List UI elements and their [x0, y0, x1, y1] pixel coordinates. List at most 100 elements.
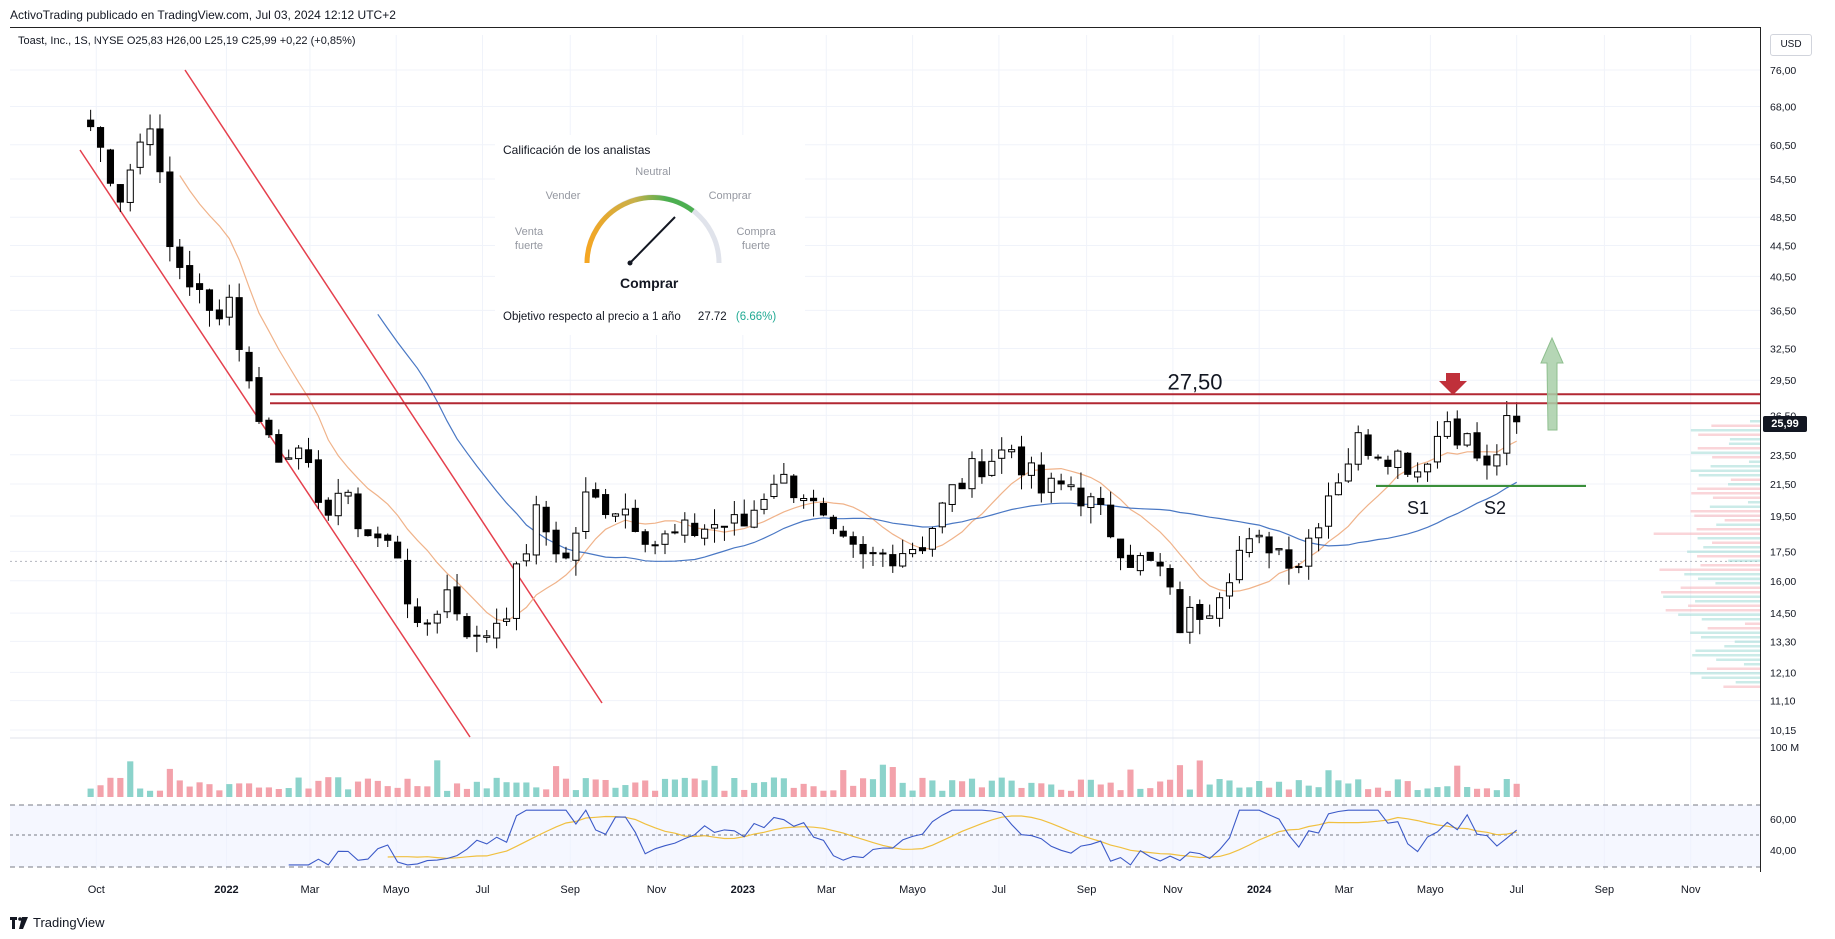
candle — [304, 437, 313, 468]
candle — [710, 509, 719, 543]
volume-profile-bar — [1700, 636, 1760, 639]
candle — [839, 525, 847, 538]
candle — [631, 499, 639, 533]
candle — [978, 449, 986, 484]
candle — [1364, 429, 1372, 460]
rsi-ma-line — [387, 815, 1517, 859]
volume-bar — [1226, 780, 1233, 797]
last-price-tag: 25,99 — [1763, 416, 1807, 432]
candle-body — [1493, 454, 1501, 467]
volume-bar — [1166, 779, 1174, 797]
volume-profile-bar — [1688, 604, 1760, 607]
candle — [889, 544, 897, 573]
candle — [602, 488, 610, 519]
tradingview-logo[interactable]: TradingView — [10, 915, 105, 930]
candle-body — [304, 449, 313, 464]
label-neutral: Neutral — [635, 166, 671, 178]
candle-body — [809, 497, 818, 502]
candle-body — [1453, 418, 1461, 446]
volume-profile-bar — [1661, 591, 1760, 594]
volume-bar — [1374, 787, 1382, 797]
volume-bar — [701, 780, 708, 797]
candle — [423, 619, 431, 636]
candle — [592, 482, 600, 499]
candle — [394, 535, 402, 559]
candle-body — [1176, 589, 1184, 634]
candle-body — [275, 434, 283, 463]
candle-body — [1087, 496, 1095, 509]
volume-profile-bar — [1729, 438, 1760, 441]
volume-bar — [493, 777, 500, 797]
volume-bar — [959, 781, 966, 797]
rsi-line — [288, 809, 1518, 866]
candle — [1295, 563, 1303, 574]
volume-bar — [1107, 782, 1114, 797]
candle-body — [958, 482, 966, 490]
candle-body — [354, 493, 362, 530]
candle — [1463, 432, 1471, 448]
volume-profile-bar — [1711, 424, 1760, 427]
candle-body — [1017, 446, 1026, 476]
volume-bar — [681, 777, 688, 797]
x-tick-label: 2024 — [1247, 884, 1272, 896]
currency-button[interactable]: USD — [1770, 34, 1812, 56]
y-tick-label: 21,50 — [1770, 479, 1796, 491]
candle — [136, 133, 144, 175]
price-target-label: Objetivo respecto al precio a 1 año — [503, 311, 681, 323]
x-tick-label: 2023 — [731, 884, 755, 896]
candle-body — [691, 522, 699, 536]
volume-bar — [543, 789, 550, 797]
y-tick-label: 76,00 — [1770, 65, 1796, 77]
candles — [87, 109, 1521, 653]
candle — [1037, 452, 1045, 503]
candle — [1047, 472, 1055, 503]
candle — [285, 449, 293, 460]
candle — [1176, 581, 1184, 634]
candle — [1107, 491, 1115, 539]
volume-profile-bar — [1663, 595, 1760, 598]
candle-body — [423, 622, 431, 625]
candle — [1315, 523, 1323, 552]
y-tick-label: 14,50 — [1770, 608, 1796, 620]
candle-body — [572, 532, 580, 561]
volume-bar — [1295, 780, 1302, 797]
candle — [324, 497, 332, 521]
volume-bar — [1127, 769, 1134, 797]
volume-bar — [1137, 788, 1144, 797]
candle — [96, 126, 105, 163]
candle-body — [186, 265, 194, 288]
volume-profile-bar — [1659, 568, 1760, 571]
candle-body — [463, 616, 471, 638]
candle-body — [96, 127, 105, 148]
candle — [344, 489, 352, 505]
y-tick-label: 29,50 — [1770, 375, 1796, 387]
x-tick-label: Sep — [1595, 884, 1615, 896]
candle — [740, 499, 748, 527]
volume-bar — [265, 787, 272, 797]
candle-body — [255, 377, 263, 422]
volume-profile-bar — [1728, 442, 1760, 445]
x-tick-label: Mar — [817, 884, 836, 896]
volume-bars: 100 M — [10, 737, 1799, 797]
candle — [166, 156, 174, 262]
candle-body — [146, 128, 154, 146]
candle — [1245, 527, 1253, 558]
candle — [750, 500, 758, 529]
volume-bar — [790, 787, 797, 797]
volume-profile-bar — [1728, 483, 1760, 486]
candle — [205, 288, 214, 327]
volume-bar — [166, 768, 173, 797]
candle-body — [87, 119, 95, 128]
candle-body — [1225, 582, 1234, 597]
volume-bar — [137, 788, 144, 797]
candle-body — [621, 508, 629, 516]
volume-bar — [711, 765, 718, 797]
label-buy: Comprar — [708, 190, 752, 202]
candle-body — [829, 516, 837, 530]
volume-bar — [1216, 779, 1223, 797]
candle-body — [1463, 433, 1471, 446]
volume-profile — [1653, 420, 1760, 688]
volume-bar — [117, 777, 124, 797]
candle — [245, 346, 253, 389]
